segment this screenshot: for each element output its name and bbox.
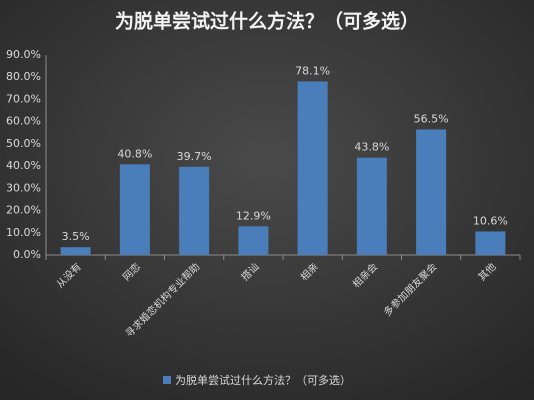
- y-tick-label: 50.0%: [6, 137, 41, 150]
- value-label: 43.8%: [354, 141, 389, 154]
- y-tick-label: 60.0%: [6, 115, 41, 128]
- y-tick-label: 70.0%: [6, 92, 41, 105]
- bar: [60, 247, 91, 255]
- value-label: 40.8%: [117, 147, 152, 160]
- y-tick-label: 30.0%: [6, 181, 41, 194]
- bar: [416, 129, 447, 255]
- value-label: 10.6%: [473, 214, 508, 227]
- value-label: 56.5%: [414, 112, 449, 125]
- value-label: 12.9%: [236, 209, 271, 222]
- chart-title: 为脱单尝试过什么方法？（可多选）: [115, 10, 419, 33]
- y-tick-label: 80.0%: [6, 70, 41, 83]
- y-tick-label: 40.0%: [6, 159, 41, 172]
- bar: [356, 157, 387, 255]
- value-label: 3.5%: [62, 230, 90, 243]
- bar: [119, 164, 150, 255]
- y-tick-label: 10.0%: [6, 226, 41, 239]
- value-label: 78.1%: [295, 64, 330, 77]
- bar: [475, 231, 506, 255]
- bar: [179, 166, 210, 255]
- y-tick-label: 0.0%: [13, 248, 41, 261]
- legend-label: 为脱单尝试过什么方法？（可多选）: [175, 373, 351, 387]
- bar: [238, 226, 269, 255]
- y-tick-label: 20.0%: [6, 204, 41, 217]
- legend-swatch: [163, 376, 171, 384]
- bar: [297, 81, 328, 255]
- y-tick-label: 90.0%: [6, 48, 41, 61]
- value-label: 39.7%: [177, 150, 212, 163]
